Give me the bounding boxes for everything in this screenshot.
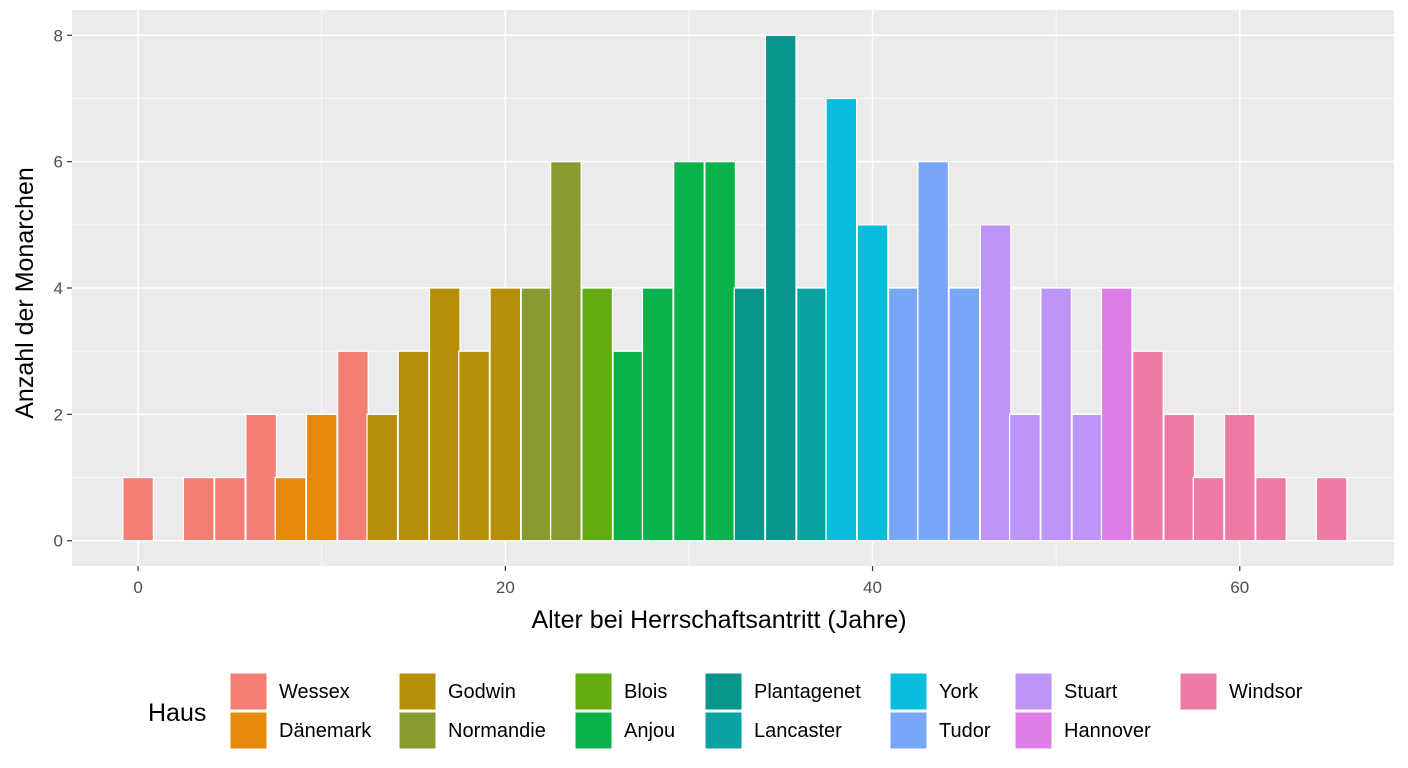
legend-key [229,672,268,711]
x-tick-label: 60 [1230,578,1249,597]
legend-key [1179,672,1218,711]
legend-key [1014,711,1053,750]
histogram-bar [458,350,491,542]
histogram-bar [1192,476,1225,542]
legend-title: Haus [148,699,206,727]
legend-key [398,672,437,711]
y-tick-label: 6 [54,153,63,172]
legend-key [574,711,613,750]
legend-label: Wessex [279,681,350,703]
legend-key [704,711,743,750]
bars [122,34,1348,542]
histogram-bar [979,224,1012,542]
x-axis: 0 20 40 60 [133,566,1249,597]
histogram-bar [245,413,278,542]
legend-label: Blois [624,681,667,703]
histogram-bar [305,413,338,542]
legend-key [1014,672,1053,711]
histogram-bar [520,287,553,542]
histogram-bar [641,287,674,542]
legend-key [229,711,268,750]
legend: Haus Wessex Dänemark Godwin Normandie Blois A… [148,672,1303,750]
y-tick-label: 8 [54,26,63,45]
legend-label: Tudor [939,720,991,742]
legend-label: Dänemark [279,720,372,742]
histogram-bar [274,476,307,542]
histogram-bar [122,476,155,542]
histogram-bar [917,160,950,542]
legend-key [398,711,437,750]
y-axis-title: Anzahl der Monarchen [11,167,39,419]
y-tick-label: 0 [54,532,63,551]
histogram-bar [672,160,705,542]
legend-label: Windsor [1229,681,1303,703]
legend-label: Stuart [1064,681,1118,703]
histogram-bar [1008,413,1041,542]
y-axis: 0 2 4 6 8 [54,26,72,551]
histogram-bar [764,34,797,542]
histogram-bar [489,287,522,542]
x-tick-label: 20 [496,578,515,597]
histogram-bar [581,287,614,542]
legend-key [574,672,613,711]
histogram-bar [213,476,246,542]
histogram-bar [1132,350,1164,542]
histogram-bar [1255,476,1287,542]
histogram-bar [1223,413,1256,542]
histogram-bar [704,160,737,542]
legend-key [889,672,928,711]
histogram-bar [1071,413,1104,542]
legend-label: Hannover [1064,720,1151,742]
histogram-bar [733,287,766,542]
histogram-bar [397,350,430,542]
x-axis-title: Alter bei Herrschaftsantritt (Jahre) [531,606,906,634]
y-tick-label: 4 [54,279,63,298]
legend-label: York [939,681,979,703]
x-tick-label: 40 [863,578,882,597]
x-tick-label: 0 [133,578,142,597]
histogram-bar [1163,413,1196,542]
histogram-bar [825,97,858,542]
histogram-bar [336,350,369,542]
legend-label: Anjou [624,720,675,742]
histogram-bar [549,160,582,542]
histogram-bar [795,287,828,542]
histogram-bar [1315,476,1348,542]
histogram-bar [366,413,399,542]
histogram-bar [887,287,920,542]
histogram-bar [428,287,461,542]
histogram-bar [1040,287,1073,542]
legend-label: Normandie [448,720,546,742]
histogram-bar [1100,287,1133,542]
legend-key [704,672,743,711]
histogram-bar [948,287,981,542]
legend-label: Plantagenet [754,681,861,703]
legend-label: Godwin [448,681,516,703]
y-tick-label: 2 [54,405,63,424]
legend-label: Lancaster [754,720,842,742]
histogram-bar [612,350,645,542]
legend-key [889,711,928,750]
histogram-bar [182,476,215,542]
histogram-bar [856,224,889,542]
